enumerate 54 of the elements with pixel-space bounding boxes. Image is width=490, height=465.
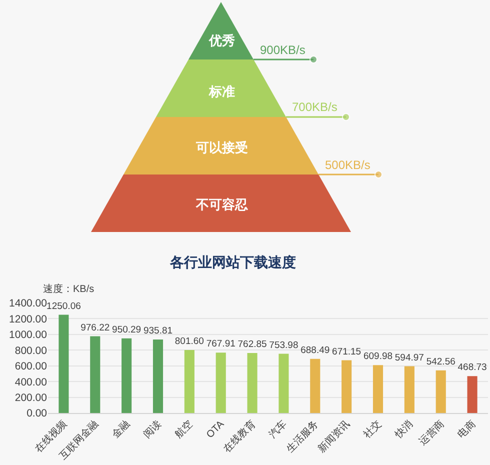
y-tick-label: 400.00 (14, 376, 48, 388)
bar (342, 360, 352, 413)
bar (404, 366, 414, 413)
y-tick-label: 800.00 (14, 344, 48, 357)
bar (216, 352, 226, 413)
y-tick-label: 600.00 (14, 360, 48, 373)
text: 900KB/s (260, 43, 306, 57)
data-label: 1250.06 (46, 300, 81, 312)
bar (122, 338, 132, 413)
y-tick-label: 1200.00 (9, 313, 48, 326)
bar (310, 358, 320, 413)
bar (372, 365, 384, 413)
bar (436, 370, 446, 413)
text: 700KB/s (292, 100, 338, 114)
x-tick-label: 社交 (361, 418, 384, 441)
text: 500KB/s (325, 158, 370, 172)
bar (278, 354, 289, 413)
bar (184, 350, 194, 413)
x-tick-label: 快消 (392, 418, 416, 442)
x-tick-label: 航空 (172, 418, 196, 441)
data-label: 762.85 (238, 339, 267, 350)
x-tick-label: OTA (204, 418, 227, 441)
data-label: 671.15 (332, 346, 362, 358)
data-label: 688.49 (300, 344, 330, 356)
x-tick-label: 金融 (110, 418, 132, 441)
category-label: 可以接受 (195, 140, 248, 155)
data-label: 609.98 (363, 351, 393, 362)
y-tick-label: 0.00 (26, 408, 48, 420)
category-label: 优秀 (208, 33, 235, 48)
data-label: 753.98 (269, 340, 298, 351)
x-tick-label: 汽车 (266, 418, 290, 441)
category-label: 不可容忍 (195, 197, 248, 212)
data-label: 976.22 (80, 322, 110, 334)
data-label: 542.56 (426, 356, 456, 368)
y-axis-title: 速度：KB/s (43, 283, 94, 295)
data-label: 594.97 (394, 352, 424, 364)
bar (90, 336, 100, 413)
data-label: 767.91 (206, 338, 236, 350)
bar (247, 353, 258, 413)
y-tick-label: 1400.00 (9, 298, 48, 310)
y-tick-label: 200.00 (14, 392, 48, 404)
bar (467, 376, 478, 413)
x-tick-label: 运营商 (416, 418, 447, 448)
chart-title: 各行业网站下载速度 (169, 254, 296, 270)
bar (152, 339, 164, 413)
data-label: 468.73 (458, 362, 487, 374)
data-label: 950.29 (112, 324, 142, 336)
category-label: 标准 (208, 84, 235, 99)
x-tick-label: 阅读 (141, 418, 164, 441)
y-tick-label: 1000.00 (9, 329, 48, 342)
data-label: 801.60 (174, 336, 204, 348)
x-tick-label: 电商 (455, 418, 478, 441)
bar (58, 314, 69, 413)
data-label: 935.81 (143, 325, 173, 336)
